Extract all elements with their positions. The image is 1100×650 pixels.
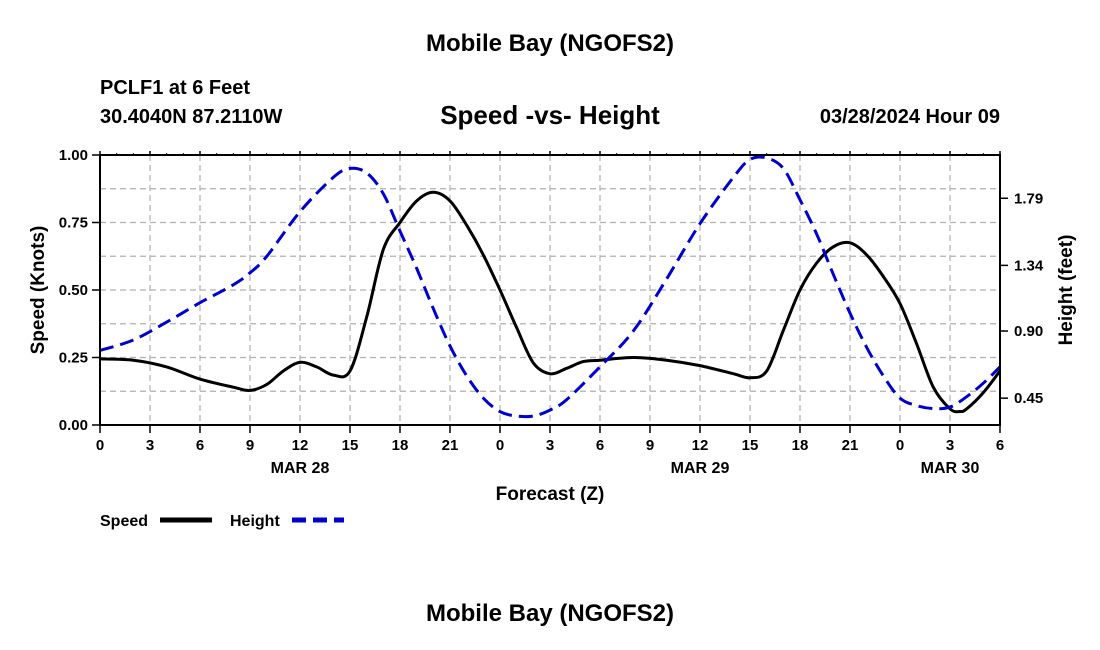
- forecast-datetime: 03/28/2024 Hour 09: [819, 106, 1000, 128]
- station-label: PCLF1 at 6 Feet: [100, 77, 251, 99]
- x-tick-label: 18: [392, 437, 409, 454]
- x-tick-label: 15: [342, 437, 359, 454]
- y-left-tick-label: 1.00: [59, 147, 88, 164]
- series-layer: [99, 155, 1002, 419]
- x-date-label: MAR 29: [671, 460, 730, 477]
- y-right-axis-title: Height (feet): [1056, 235, 1077, 346]
- x-tick-label: 21: [442, 437, 459, 454]
- y-right-tick-label: 0.45: [1014, 390, 1043, 407]
- x-tick-label: 0: [896, 437, 904, 454]
- y-left-tick-label: 0.25: [59, 350, 88, 367]
- x-tick-label: 21: [842, 437, 859, 454]
- chart-subtitle: Speed -vs- Height: [440, 100, 660, 130]
- x-tick-label: 6: [996, 437, 1004, 454]
- x-date-label: MAR 30: [921, 460, 980, 477]
- x-tick-label: 15: [742, 437, 759, 454]
- x-tick-label: 12: [692, 437, 709, 454]
- x-tick-label: 9: [246, 437, 254, 454]
- chart-footer-title: Mobile Bay (NGOFS2): [425, 600, 675, 627]
- x-tick-label: 3: [946, 437, 954, 454]
- legend: Speed Height: [100, 513, 344, 530]
- coordinates-label: 30.4040N 87.2110W: [100, 106, 283, 128]
- x-tick-label: 0: [96, 437, 104, 454]
- series-line-speed: [99, 190, 1002, 414]
- x-tick-label: 9: [646, 437, 654, 454]
- axis-ticks: [92, 151, 1008, 433]
- axis-labels: 0 3 6 9 12 15 18 21 0 3 6 9 12 15 18 21 0 3 6 0.00 0.25 0.50 0…: [28, 147, 1077, 505]
- legend-label-height: Height: [230, 513, 280, 530]
- x-tick-label: 6: [196, 437, 204, 454]
- y-left-tick-label: 0.75: [59, 215, 88, 232]
- x-axis-title: Forecast (Z): [496, 484, 605, 505]
- x-tick-label: 3: [146, 437, 154, 454]
- x-tick-label: 3: [546, 437, 554, 454]
- chart-main-title: Mobile Bay (NGOFS2): [425, 30, 675, 57]
- y-right-tick-label: 1.79: [1014, 190, 1043, 207]
- y-left-axis-title: Speed (Knots): [28, 226, 49, 355]
- x-tick-label: 0: [496, 437, 504, 454]
- legend-label-speed: Speed: [100, 513, 148, 530]
- grid-lines: [100, 155, 1000, 425]
- series-line-height: [99, 155, 1002, 419]
- x-tick-label: 18: [792, 437, 809, 454]
- x-tick-label: 6: [596, 437, 604, 454]
- x-date-label: MAR 28: [271, 460, 330, 477]
- y-left-tick-label: 0.50: [59, 282, 88, 299]
- x-tick-label: 12: [292, 437, 309, 454]
- y-right-tick-label: 0.90: [1014, 323, 1043, 340]
- y-left-tick-label: 0.00: [59, 417, 88, 434]
- y-right-tick-label: 1.34: [1014, 257, 1044, 274]
